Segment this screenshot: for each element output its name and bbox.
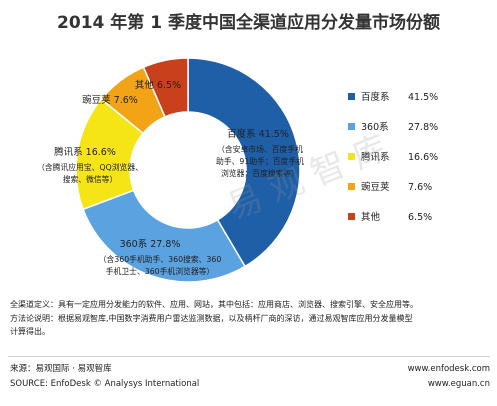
donut-chart: 百度系 41.5% （含安卓市场、百度手机助手、91助手；百度手机浏览器；百度搜索…: [37, 57, 438, 283]
legend-swatch-1: [348, 123, 355, 130]
donut-slice-1: [82, 189, 247, 283]
source-en: SOURCE: EnfoDesk © Analysys Internationa…: [10, 379, 200, 389]
chart-legend: 百度系 41.5% 360系 27.8% 腾讯系 16.6% 豌豆荚 7.6% 其他 6.5%: [348, 91, 438, 223]
legend-name-3: 豌豆荚: [361, 181, 390, 193]
slice-note-0-2: 浏览器；百度搜索等）: [221, 168, 299, 178]
slice-note-2-0: （含腾讯应用宝、QQ浏览器、: [37, 162, 143, 172]
slice-label-4: 其他 6.5%: [135, 79, 181, 91]
slice-note-2-1: 搜索、微信等）: [63, 174, 118, 184]
note-methodology: 方法论说明：根据易观智库,中国数字消费用户雷达监测数据，以及柄杆厂商的深访，通过…: [10, 313, 413, 323]
legend-value-0: 41.5%: [408, 92, 438, 103]
legend-value-4: 6.5%: [408, 212, 432, 223]
legend-swatch-2: [348, 153, 355, 160]
donut-slice-4: [142, 57, 189, 118]
note-methodology-cont: 计算得出。: [10, 327, 50, 336]
segment-labels: 百度系 41.5% （含安卓市场、百度手机助手、91助手；百度手机浏览器；百度搜索…: [37, 79, 304, 276]
legend-swatch-4: [348, 213, 355, 220]
footer-divider: [8, 356, 490, 357]
slice-label-1: 360系 27.8%: [120, 239, 181, 250]
slice-note-0-1: 助手、91助手；百度手机: [216, 156, 304, 166]
chart-notes: 全渠道定义：具有一定应用分发能力的软件、应用、网站，其中包括：应用商店、浏览器、…: [10, 298, 490, 339]
slice-label-0: 百度系 41.5%: [227, 128, 289, 140]
source-cn: 来源：易观国际 · 易观智库: [10, 364, 112, 374]
legend-name-4: 其他: [361, 211, 381, 223]
legend-name-2: 腾讯系: [361, 151, 390, 163]
slice-label-3: 豌豆荚 7.6%: [82, 94, 138, 106]
legend-swatch-0: [348, 93, 355, 100]
chart-footer: 来源：易观国际 · 易观智库 www.enfodesk.com SOURCE: …: [10, 362, 490, 392]
legend-name-0: 百度系: [361, 91, 390, 103]
donut-slice-0: [187, 57, 301, 268]
slice-note-0-0: （含安卓市场、百度手机: [217, 144, 303, 154]
note-definition: 全渠道定义：具有一定应用分发能力的软件、应用、网站，其中包括：应用商店、浏览器、…: [10, 300, 418, 309]
chart-title: 2014 年第 1 季度中国全渠道应用分发量市场份额: [57, 13, 440, 33]
donut-segments: [75, 57, 301, 283]
source-url-enfodesk[interactable]: www.enfodesk.com: [407, 364, 490, 374]
legend-name-1: 360系: [361, 122, 389, 133]
source-url-eguan[interactable]: www.eguan.cn: [427, 379, 490, 389]
slice-note-1-1: 手机卫士、360手机浏览器等）: [106, 266, 214, 276]
legend-swatch-3: [348, 183, 355, 190]
legend-value-3: 7.6%: [408, 182, 432, 193]
legend-value-1: 27.8%: [408, 122, 438, 133]
legend-value-2: 16.6%: [408, 152, 438, 163]
slice-label-2: 腾讯系 16.6%: [54, 146, 116, 158]
slice-note-1-0: （含360手机助手、360搜索、360: [99, 254, 222, 264]
